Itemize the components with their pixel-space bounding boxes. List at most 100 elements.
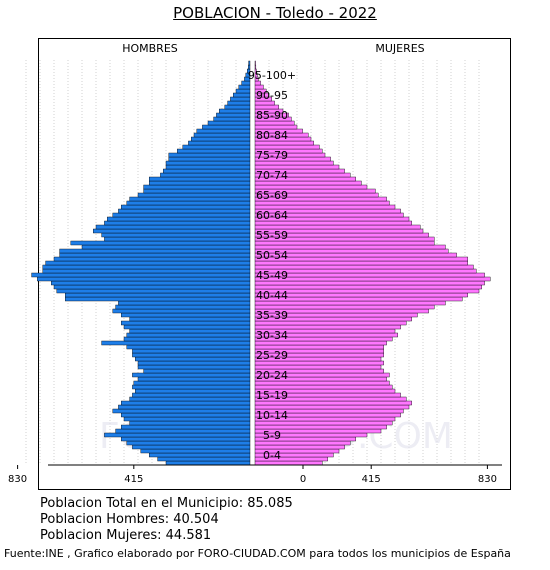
male-bar bbox=[134, 388, 251, 394]
male-bar bbox=[56, 288, 251, 294]
male-bar bbox=[115, 304, 251, 310]
male-bar bbox=[235, 88, 251, 94]
male-bar bbox=[188, 140, 251, 146]
x-tick-label: 415 bbox=[124, 474, 143, 485]
age-group-label: 30-34 bbox=[256, 329, 288, 342]
male-bar bbox=[81, 244, 251, 250]
male-bar bbox=[165, 460, 251, 466]
male-bar bbox=[176, 148, 251, 154]
age-group-label: 60-64 bbox=[256, 209, 288, 222]
male-bar bbox=[137, 360, 251, 366]
age-group-label: 5-9 bbox=[263, 429, 281, 442]
female-bar bbox=[254, 268, 477, 274]
male-bar bbox=[120, 312, 251, 318]
male-bar bbox=[132, 352, 251, 358]
male-bar bbox=[123, 336, 251, 342]
male-bar bbox=[101, 340, 251, 346]
male-bar bbox=[112, 308, 251, 314]
male-bar bbox=[51, 280, 251, 286]
bars-layer bbox=[31, 60, 491, 466]
male-bar bbox=[143, 368, 251, 374]
male-bar bbox=[53, 284, 251, 290]
male-bar bbox=[238, 84, 251, 90]
female-bar bbox=[254, 276, 491, 282]
female-bar bbox=[254, 60, 256, 66]
chart-frame bbox=[38, 38, 511, 490]
male-population: Poblacion Hombres: 40.504 bbox=[40, 512, 219, 527]
male-bar bbox=[165, 164, 251, 170]
x-tick-label: 830 bbox=[478, 474, 497, 485]
male-bar bbox=[129, 196, 251, 202]
age-group-label: 25-29 bbox=[256, 349, 288, 362]
male-bar bbox=[193, 132, 251, 138]
age-group-label: 45-49 bbox=[256, 269, 288, 282]
male-bar bbox=[227, 100, 251, 106]
male-bar bbox=[137, 192, 251, 198]
male-bar bbox=[143, 184, 251, 190]
age-group-label: 75-79 bbox=[256, 149, 288, 162]
male-bar bbox=[120, 400, 251, 406]
male-bar bbox=[143, 188, 251, 194]
male-bar bbox=[132, 392, 251, 398]
age-group-label: 35-39 bbox=[256, 309, 288, 322]
female-bar bbox=[254, 288, 480, 294]
male-bar bbox=[126, 200, 251, 206]
male-bar bbox=[224, 104, 251, 110]
male-bar bbox=[106, 216, 251, 222]
male-bar bbox=[168, 152, 251, 158]
male-bar bbox=[162, 168, 251, 174]
male-bar bbox=[64, 292, 251, 298]
female-bar bbox=[254, 284, 483, 290]
male-bar bbox=[118, 208, 251, 214]
male-bar bbox=[232, 92, 251, 98]
total-population: Poblacion Total en el Municipio: 85.085 bbox=[40, 496, 293, 511]
male-bar bbox=[104, 236, 251, 242]
x-tick-label: 415 bbox=[362, 474, 381, 485]
male-bar bbox=[120, 436, 251, 442]
age-group-label: 10-14 bbox=[256, 409, 288, 422]
male-bar bbox=[132, 384, 251, 390]
male-bar bbox=[123, 416, 251, 422]
male-bar bbox=[123, 324, 251, 330]
age-group-label: 95-100+ bbox=[248, 69, 296, 82]
male-bar bbox=[64, 296, 251, 302]
male-bar bbox=[118, 300, 251, 306]
male-bar bbox=[157, 456, 251, 462]
male-bar bbox=[42, 264, 251, 270]
hombres-header: HOMBRES bbox=[122, 42, 178, 55]
male-bar bbox=[190, 136, 251, 142]
male-bar bbox=[45, 260, 251, 266]
male-bar bbox=[148, 176, 251, 182]
male-bar bbox=[118, 404, 251, 410]
male-bar bbox=[202, 124, 251, 130]
male-bar bbox=[42, 268, 251, 274]
male-bar bbox=[133, 380, 251, 386]
male-bar bbox=[168, 156, 251, 162]
male-bar bbox=[95, 224, 251, 230]
chart-title: POBLACION - Toledo - 2022 bbox=[173, 4, 377, 22]
age-group-label: 15-19 bbox=[256, 389, 288, 402]
age-group-label: 65-69 bbox=[256, 189, 288, 202]
male-bar bbox=[160, 172, 251, 178]
male-bar bbox=[132, 372, 251, 378]
male-bar bbox=[132, 444, 251, 450]
male-bar bbox=[137, 376, 251, 382]
age-group-label: 80-84 bbox=[256, 129, 288, 142]
male-bar bbox=[112, 408, 251, 414]
male-bar bbox=[126, 344, 251, 350]
female-bar bbox=[254, 272, 485, 278]
male-bar bbox=[132, 348, 251, 354]
male-bar bbox=[137, 364, 251, 370]
male-bar bbox=[104, 432, 251, 438]
age-group-label: 55-59 bbox=[256, 229, 288, 242]
male-bar bbox=[134, 356, 251, 362]
male-bar bbox=[120, 320, 251, 326]
male-bar bbox=[129, 328, 251, 334]
male-bar bbox=[196, 128, 251, 134]
mujeres-header: MUJERES bbox=[375, 42, 424, 55]
male-bar bbox=[31, 272, 251, 278]
male-bar bbox=[120, 412, 251, 418]
male-bar bbox=[120, 424, 251, 430]
male-bar bbox=[70, 240, 251, 246]
male-bar bbox=[59, 248, 251, 254]
